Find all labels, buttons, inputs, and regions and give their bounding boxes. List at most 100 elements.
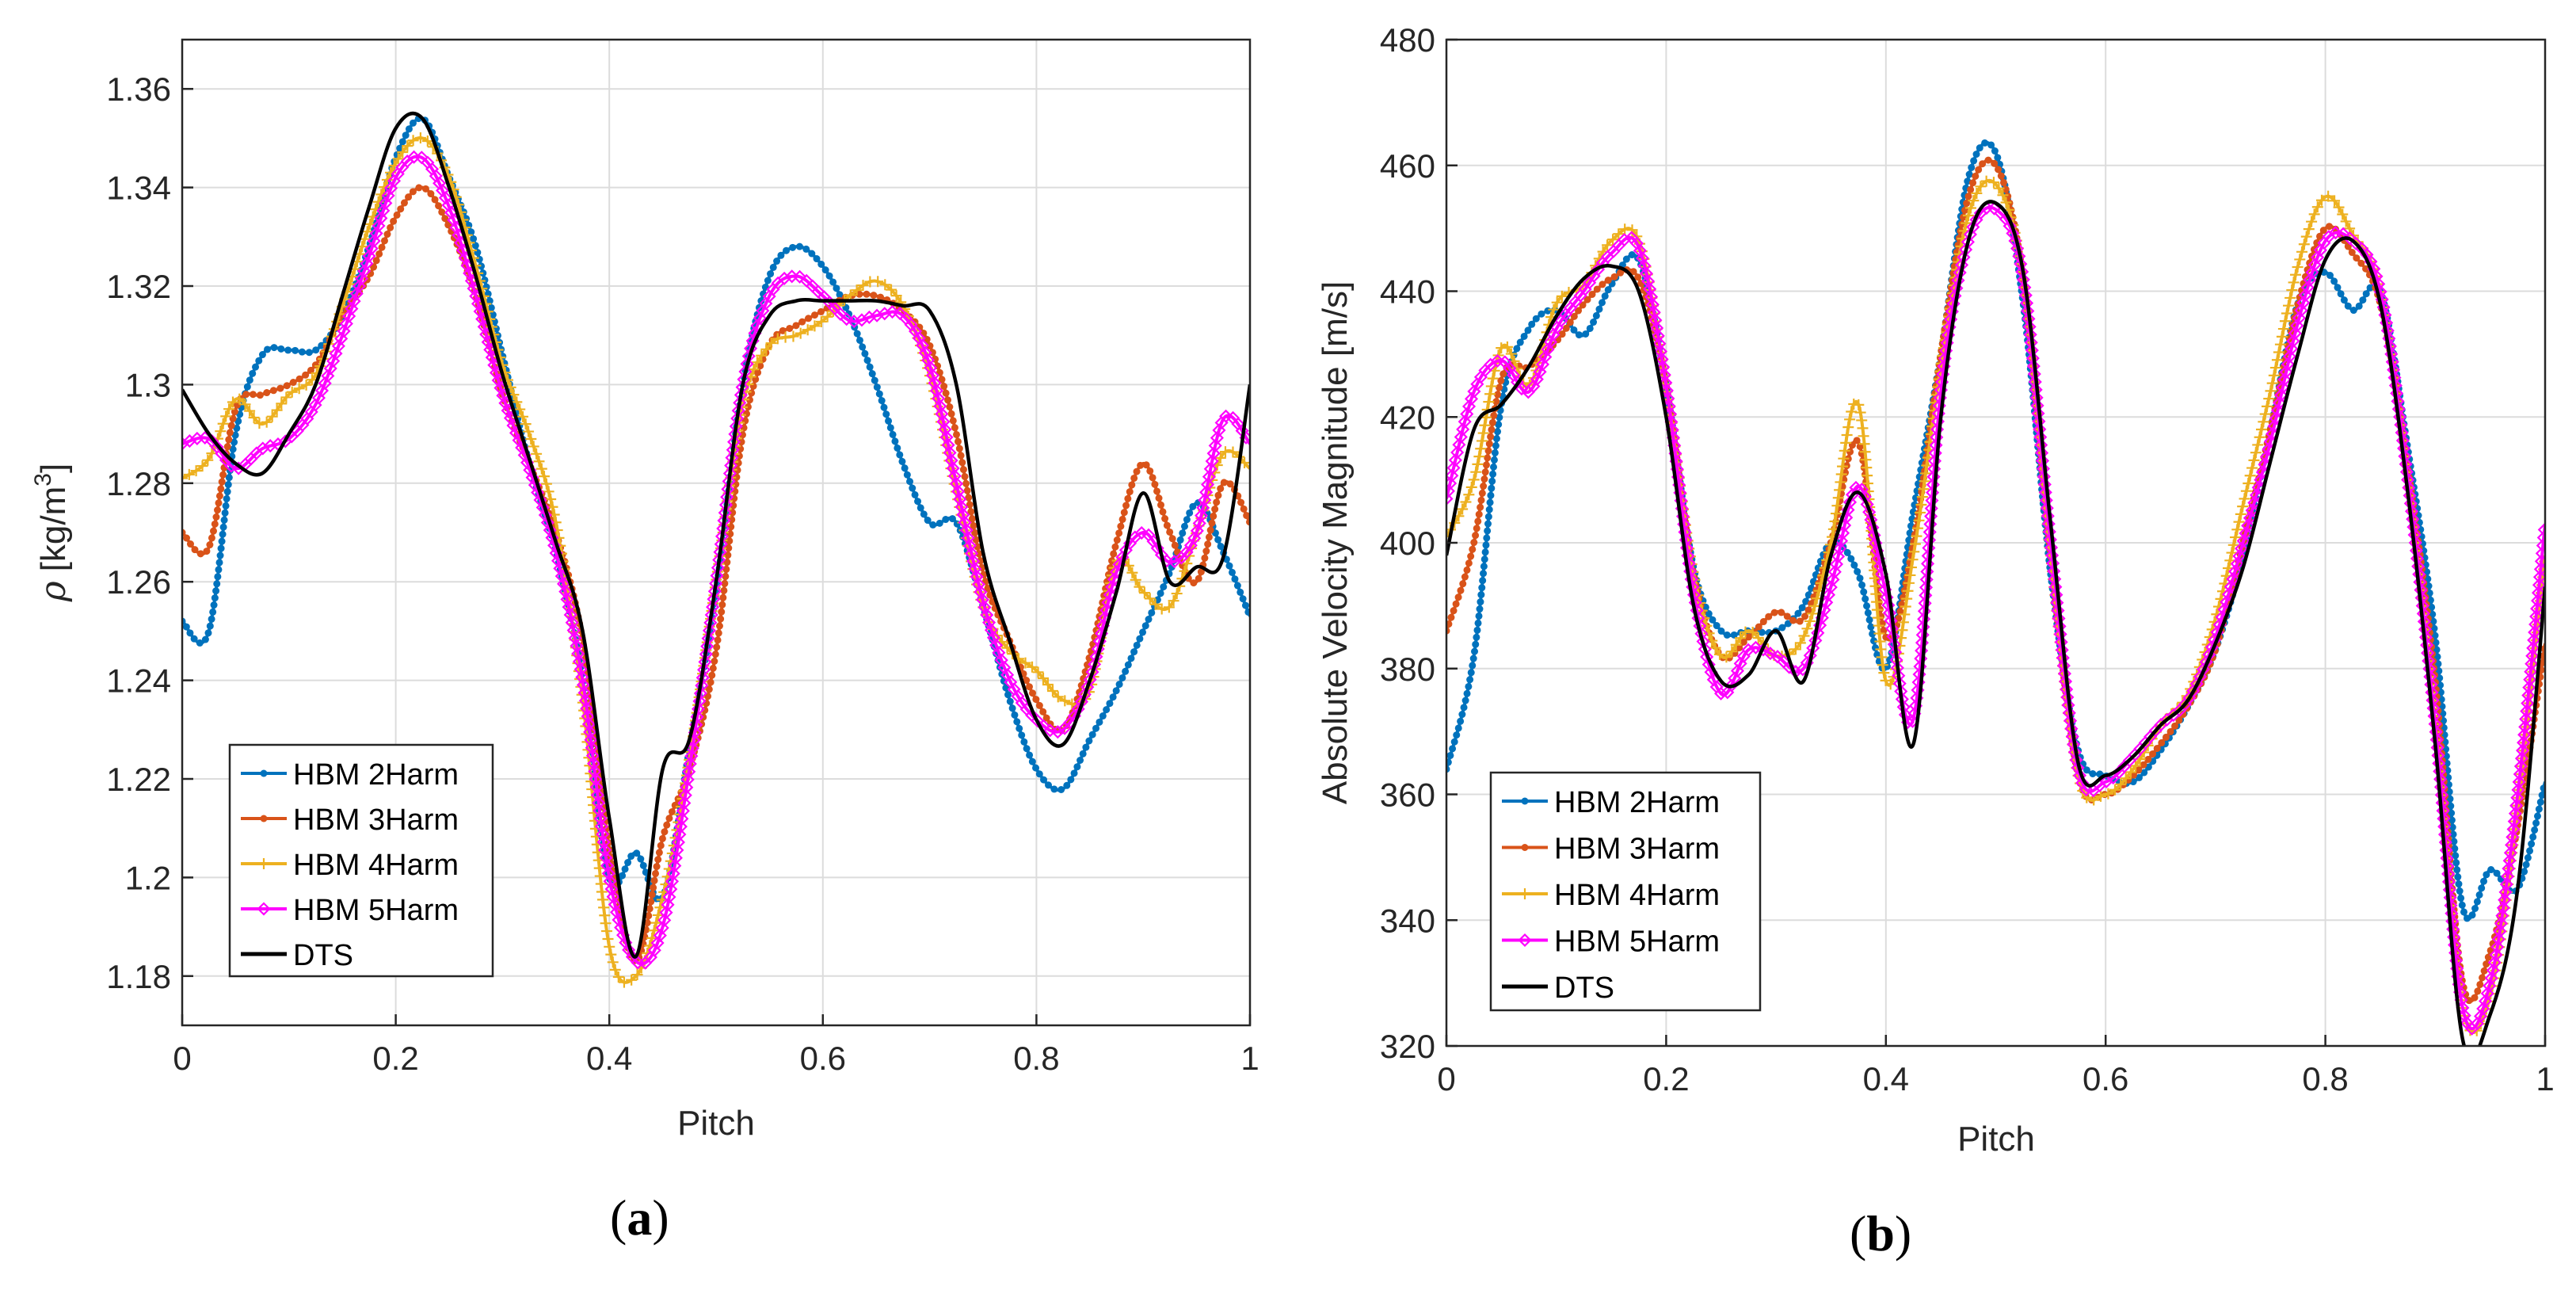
tick-label-x: 0.8 (1013, 1040, 1059, 1077)
data-point (1914, 506, 1926, 518)
data-point (2473, 1009, 2488, 1024)
data-point (1840, 437, 1852, 448)
tick-label-y: 1.24 (106, 662, 171, 700)
data-point (955, 500, 969, 514)
data-point (2480, 877, 2488, 885)
data-point (944, 396, 952, 404)
data-point (357, 264, 372, 278)
data-point (2448, 823, 2456, 831)
data-point (1477, 427, 1489, 439)
panel-a-series (182, 111, 1250, 988)
data-point (271, 404, 283, 416)
data-point (720, 586, 728, 594)
data-point (1467, 552, 1475, 560)
data-point (1461, 697, 1469, 704)
data-point (1092, 724, 1100, 732)
data-point (673, 819, 688, 834)
data-point (1032, 666, 1044, 678)
data-point (1179, 565, 1191, 577)
data-point (654, 856, 662, 864)
data-point (2515, 743, 2530, 758)
data-point (2296, 246, 2308, 258)
data-point (664, 882, 678, 896)
data-point (1854, 567, 1862, 575)
data-point (948, 515, 956, 523)
data-point (600, 918, 612, 929)
data-point (580, 701, 594, 716)
data-point (269, 387, 277, 395)
data-point (1853, 437, 1861, 445)
data-point (1643, 282, 1657, 296)
data-point (186, 540, 194, 548)
data-point (2303, 273, 2317, 287)
legend-label: HBM 2Harm (1554, 786, 1720, 819)
data-point (2452, 852, 2460, 860)
data-point (2540, 645, 2545, 653)
tick-label-y: 460 (1380, 147, 1435, 185)
data-point (631, 969, 643, 981)
data-point (2326, 272, 2334, 280)
data-point (249, 369, 257, 377)
data-point (977, 600, 992, 615)
data-point (1446, 758, 1452, 766)
clipped-series (1446, 139, 2545, 1046)
data-point (1149, 474, 1157, 482)
data-point (2498, 893, 2512, 907)
data-point (2501, 869, 2515, 884)
data-point (2333, 201, 2345, 213)
data-point (2292, 311, 2307, 325)
data-point (711, 658, 718, 666)
data-point (1995, 166, 2002, 174)
data-point (596, 827, 610, 842)
data-point (2039, 493, 2053, 507)
data-point (1127, 655, 1135, 662)
data-point (1841, 429, 1853, 441)
data-point (729, 509, 737, 517)
tick-label-x: 0.8 (2302, 1060, 2348, 1097)
panel-b-chart: 0 0.2 0.4 0.6 0.8 1 320 340 360 380 400 420 440 460 48… (1316, 21, 2555, 1158)
data-point (397, 205, 405, 213)
data-point (980, 608, 994, 622)
data-point (609, 964, 621, 975)
panel-a-chart: 0 0.2 0.4 0.6 0.8 1 1.18 1.2 1.22 1.24 1.26 1.28 1.3… (30, 38, 1259, 1143)
data-point (724, 551, 732, 559)
data-point (196, 639, 204, 647)
tick-label-y: 1.34 (106, 170, 171, 207)
data-point (1157, 590, 1164, 597)
data-point (975, 550, 983, 558)
legend-label: HBM 4Harm (1554, 879, 1720, 912)
data-point (2270, 403, 2285, 418)
data-point (1099, 712, 1107, 720)
data-point (970, 570, 984, 584)
data-point (2520, 704, 2534, 719)
data-point (1976, 144, 1983, 152)
data-point (662, 890, 676, 904)
data-point (1454, 593, 1462, 601)
data-point (1446, 468, 1459, 483)
data-point (709, 664, 717, 672)
data-point (938, 376, 946, 384)
data-point (1904, 569, 1916, 581)
data-point (1463, 566, 1471, 574)
data-point (1915, 499, 1927, 511)
data-point (890, 290, 902, 302)
data-point (1042, 714, 1050, 722)
data-point (1801, 623, 1813, 635)
data-point (2067, 745, 2082, 759)
data-point (974, 585, 988, 599)
data-point (2012, 249, 2026, 263)
data-point (2049, 588, 2063, 602)
data-point (1485, 440, 1493, 448)
data-point (1599, 299, 1606, 307)
data-point (1450, 445, 1465, 460)
data-point (2449, 830, 2457, 838)
tick-label-y: 360 (1380, 777, 1435, 814)
data-point (1032, 764, 1040, 772)
data-point (1210, 431, 1224, 445)
data-point (725, 544, 733, 552)
data-point (1488, 418, 1496, 426)
data-point (2032, 414, 2046, 429)
data-point (2484, 971, 2498, 985)
data-point (795, 242, 803, 250)
data-point (916, 504, 924, 512)
